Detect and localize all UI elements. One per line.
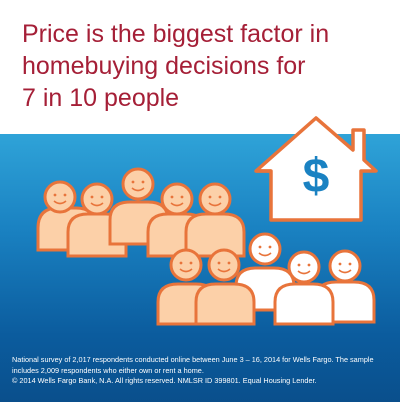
person-9 bbox=[273, 250, 335, 326]
headline-line-1: Price is the biggest factor in bbox=[22, 20, 330, 48]
headline: Price is the biggest factor in homebuyin… bbox=[22, 18, 392, 114]
person-7 bbox=[194, 248, 256, 326]
headline-line-2: homebuying decisions for bbox=[22, 52, 306, 80]
person-5 bbox=[184, 182, 246, 258]
dollar-sign: $ bbox=[303, 150, 330, 203]
house-icon: $ bbox=[254, 116, 378, 222]
headline-line-3: 7 in 10 people bbox=[22, 84, 180, 112]
footnote-line-1: National survey of 2,017 respondents con… bbox=[12, 355, 374, 364]
footnote: National survey of 2,017 respondents con… bbox=[12, 355, 392, 387]
footnote-line-3: © 2014 Wells Fargo Bank, N.A. All rights… bbox=[12, 376, 317, 385]
footnote-line-2: includes 2,009 respondents who either ow… bbox=[12, 365, 204, 375]
